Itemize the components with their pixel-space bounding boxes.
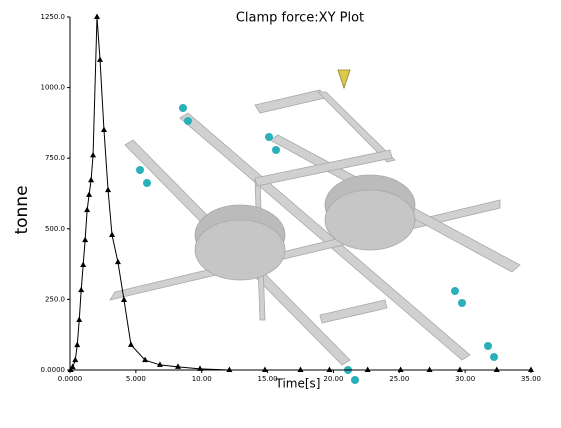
data-point	[175, 363, 181, 369]
y-tick-label: 1250.0	[41, 13, 66, 21]
y-tick-label: 500.0	[45, 225, 65, 233]
cooling-marker	[272, 146, 280, 154]
data-point	[105, 187, 111, 193]
data-point	[101, 126, 107, 132]
data-point	[494, 367, 500, 373]
data-point	[326, 367, 332, 373]
data-point	[84, 207, 90, 213]
data-point	[226, 367, 232, 373]
data-point	[128, 341, 134, 347]
data-point	[528, 367, 534, 373]
data-point	[94, 14, 100, 20]
runner	[320, 300, 387, 323]
cooling-marker	[490, 353, 498, 361]
x-tick-label: 20.00	[323, 375, 343, 383]
x-tick-label: 0.0000	[58, 375, 83, 383]
cooling-marker	[484, 342, 492, 350]
injection-point	[338, 70, 350, 88]
data-point	[78, 287, 84, 293]
cavity	[195, 220, 285, 280]
data-point	[74, 342, 80, 348]
data-point	[109, 232, 115, 238]
data-point	[457, 367, 463, 373]
mold-model	[110, 70, 520, 365]
cooling-marker	[351, 376, 359, 384]
x-tick-label: 30.00	[455, 375, 475, 383]
data-point	[197, 365, 203, 371]
cooling-marker	[458, 299, 466, 307]
data-point	[70, 364, 76, 370]
data-point	[365, 367, 371, 373]
data-point	[298, 367, 304, 373]
y-tick-label: 0.0000	[41, 366, 66, 374]
y-axis-label: tonne	[12, 185, 32, 234]
data-point	[398, 367, 404, 373]
data-point	[72, 357, 78, 363]
x-tick-label: 5.000	[126, 375, 146, 383]
x-tick-label: 15.00	[258, 375, 278, 383]
y-tick-label: 750.0	[45, 154, 65, 162]
cooling-marker	[179, 104, 187, 112]
runner	[255, 90, 325, 113]
cavity	[325, 190, 415, 250]
cooling-marker	[143, 179, 151, 187]
chart-title: Clamp force:XY Plot	[236, 11, 364, 26]
cooling-marker	[451, 287, 459, 295]
x-tick-label: 10.00	[192, 375, 212, 383]
data-point	[90, 152, 96, 158]
y-tick-label: 1000.0	[41, 84, 66, 92]
data-point	[262, 367, 268, 373]
chart: Clamp force:XY Plot Time[s] tonne 0.0000…	[0, 0, 561, 428]
data-point	[88, 177, 94, 183]
data-point	[115, 259, 121, 265]
x-tick-label: 35.00	[521, 375, 541, 383]
cooling-marker	[265, 133, 273, 141]
data-point	[86, 191, 92, 197]
data-point	[80, 261, 86, 267]
y-tick-label: 250.0	[45, 295, 65, 303]
data-point	[76, 317, 82, 323]
cooling-marker	[184, 117, 192, 125]
data-point	[97, 56, 103, 62]
data-point	[82, 237, 88, 243]
x-tick-label: 25.00	[389, 375, 409, 383]
data-point	[427, 367, 433, 373]
cooling-marker	[136, 166, 144, 174]
x-axis-label: Time[s]	[275, 377, 321, 391]
